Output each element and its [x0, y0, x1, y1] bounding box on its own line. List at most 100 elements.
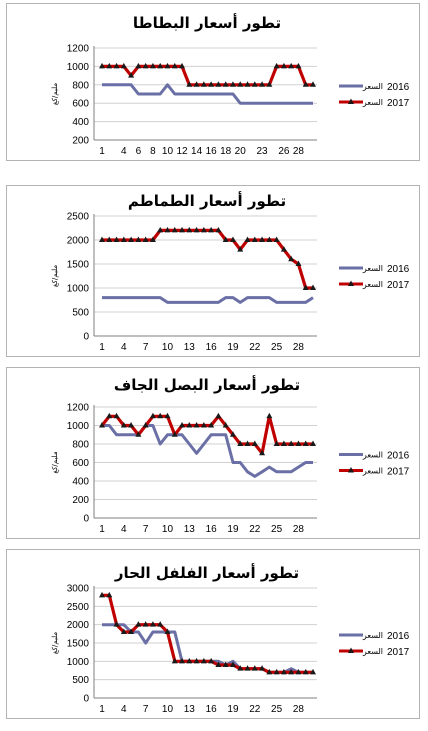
x-tick-label: 25 — [271, 524, 283, 535]
x-tick-label: 10 — [162, 146, 174, 157]
x-tick-label: 25 — [271, 342, 283, 353]
data-point — [113, 621, 120, 627]
legend-label-year: 2016 — [387, 82, 410, 93]
data-point — [99, 62, 105, 69]
data-point — [157, 62, 164, 69]
legend-label-word: السعر — [362, 98, 383, 107]
y-axis-label: مليم/كغ — [51, 265, 59, 288]
y-tick-label: 1500 — [67, 639, 90, 650]
data-point — [244, 81, 251, 87]
data-point — [171, 657, 178, 664]
data-point — [222, 236, 229, 242]
data-point — [280, 668, 287, 675]
data-point — [310, 81, 316, 87]
x-tick-label: 13 — [184, 524, 196, 535]
data-point — [164, 412, 171, 419]
data-point — [273, 668, 280, 675]
data-point — [237, 81, 244, 87]
data-point — [310, 668, 316, 675]
data-point — [193, 657, 200, 664]
legend-label-year: 2017 — [387, 467, 410, 478]
data-point — [208, 81, 215, 87]
data-point — [259, 236, 266, 242]
data-point — [208, 422, 215, 428]
y-tick-label: 1200 — [67, 403, 90, 414]
legend-label-year: 2017 — [387, 98, 410, 109]
x-tick-label: 22 — [249, 704, 261, 715]
x-tick-label: 7 — [143, 704, 149, 715]
data-point — [310, 440, 316, 446]
data-point — [302, 284, 309, 290]
data-point — [142, 62, 149, 69]
data-point — [106, 412, 113, 419]
x-tick-label: 28 — [293, 704, 305, 715]
data-point — [222, 422, 229, 428]
data-point — [266, 236, 273, 242]
data-point — [251, 81, 258, 87]
x-tick-label: 16 — [206, 704, 218, 715]
data-point — [128, 236, 135, 242]
data-point — [171, 226, 178, 233]
data-point — [259, 81, 266, 87]
data-point — [106, 236, 113, 242]
legend-label-word: السعر — [362, 647, 383, 656]
y-tick-label: 1000 — [67, 62, 90, 73]
x-tick-label: 26 — [278, 146, 290, 157]
data-point — [244, 236, 251, 242]
x-tick-label: 14 — [191, 146, 203, 157]
x-tick-label: 18 — [220, 146, 232, 157]
y-axis-label: مليم/كغ — [51, 632, 59, 655]
chart-title: تطور أسعار البصل الجاف — [114, 375, 300, 394]
data-point — [208, 226, 215, 233]
x-tick-label: 1 — [99, 342, 105, 353]
data-point — [295, 260, 302, 266]
x-tick-label: 22 — [249, 342, 261, 353]
data-point — [229, 236, 236, 242]
x-tick-label: 7 — [143, 342, 149, 353]
data-point — [179, 422, 186, 428]
data-point — [273, 440, 280, 446]
data-point — [171, 431, 178, 437]
series-line-2016 — [102, 83, 313, 105]
data-point — [142, 236, 149, 242]
data-point — [171, 62, 178, 69]
data-point — [208, 657, 215, 664]
data-point — [266, 412, 273, 419]
data-point — [215, 226, 222, 233]
x-tick-label: 4 — [121, 524, 127, 535]
legend-label-year: 2016 — [387, 631, 410, 642]
data-point — [135, 431, 142, 437]
data-point — [266, 668, 273, 675]
x-tick-label: 28 — [293, 524, 305, 535]
chart-panel-onion: تطور أسعار البصل الجاف مليم/كغ 0 200 400 600 8… — [6, 367, 420, 539]
data-point — [120, 422, 127, 428]
data-point — [244, 665, 251, 671]
data-point — [186, 422, 193, 428]
data-point — [120, 62, 127, 69]
legend-label-word: السعر — [362, 451, 383, 460]
data-point — [113, 62, 120, 69]
x-tick-label: 16 — [206, 146, 218, 157]
data-point — [288, 255, 295, 262]
x-tick-label: 25 — [271, 704, 283, 715]
x-tick-label: 13 — [184, 704, 196, 715]
y-tick-label: 0 — [83, 514, 89, 525]
data-point — [164, 62, 171, 69]
y-tick-label: 500 — [72, 675, 89, 686]
legend-marker — [348, 98, 354, 104]
data-point — [99, 422, 105, 428]
data-point — [164, 226, 171, 233]
legend-marker — [348, 647, 354, 653]
y-tick-label: 200 — [72, 495, 89, 506]
data-point — [164, 628, 171, 634]
data-point — [135, 236, 142, 242]
y-tick-label: 1200 — [67, 44, 90, 55]
data-point — [310, 284, 316, 290]
x-tick-label: 19 — [227, 342, 239, 353]
data-point — [288, 668, 295, 675]
legend-label-word: السعر — [362, 631, 383, 640]
x-tick-label: 28 — [293, 146, 305, 157]
data-point — [179, 62, 186, 69]
legend-label-year: 2017 — [387, 647, 410, 658]
y-axis-label: مليم/كغ — [51, 451, 59, 474]
